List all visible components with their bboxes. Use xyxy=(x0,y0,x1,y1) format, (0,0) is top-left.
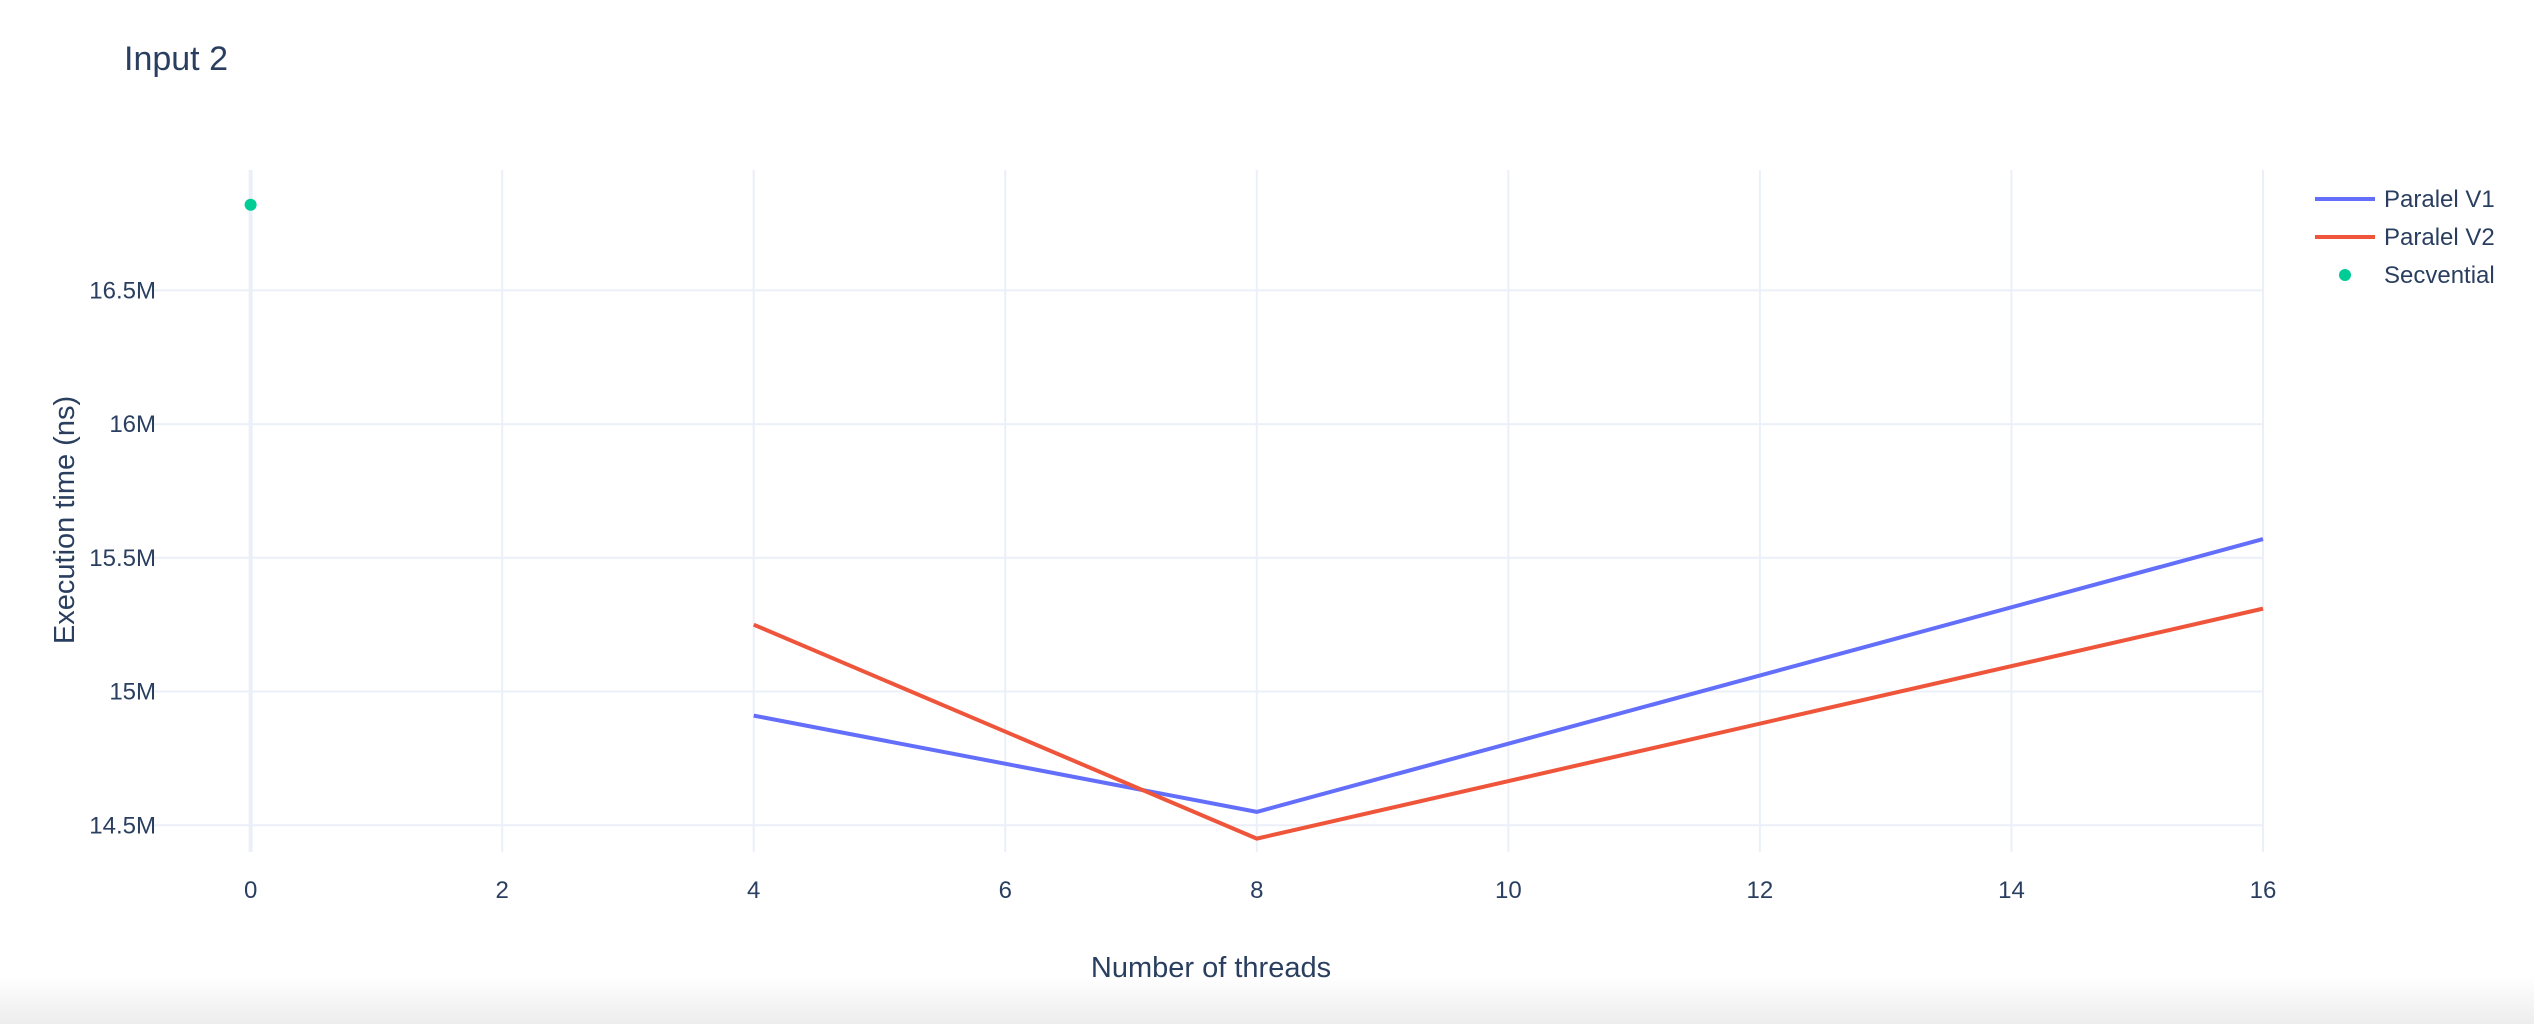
x-tick-label: 0 xyxy=(244,877,257,904)
y-tick-label: 14.5M xyxy=(89,812,156,839)
legend[interactable]: Paralel V1 Paralel V2 Secvential xyxy=(2315,186,2495,289)
y-tick-label: 15.5M xyxy=(89,545,156,572)
y-tick-label: 16.5M xyxy=(89,277,156,304)
y-tick-label: 16M xyxy=(109,411,156,438)
legend-item-paralel-v2[interactable]: Paralel V2 xyxy=(2315,224,2495,251)
series-point-secvential[interactable] xyxy=(244,198,257,211)
y-tick-label: 15M xyxy=(109,679,156,706)
legend-item-paralel-v1[interactable]: Paralel V1 xyxy=(2315,186,2495,213)
x-gridlines xyxy=(248,170,2264,852)
series-line-paralel-v2[interactable] xyxy=(752,606,2264,841)
x-tick-label: 14 xyxy=(1998,877,2025,904)
x-axis-title: Number of threads xyxy=(1091,952,1331,984)
x-tick-label: 2 xyxy=(495,877,508,904)
x-tick-label: 12 xyxy=(1747,877,1774,904)
series-layer xyxy=(244,198,2264,841)
y-tick-labels: 14.5M 15M 15.5M 16M 16.5M xyxy=(89,277,156,839)
x-tick-label: 4 xyxy=(747,877,760,904)
legend-label: Paralel V2 xyxy=(2384,224,2495,251)
chart-title: Input 2 xyxy=(124,40,228,78)
legend-swatch xyxy=(2339,269,2351,281)
legend-label: Secvential xyxy=(2384,262,2495,289)
legend-item-secvential[interactable]: Secvential xyxy=(2339,262,2495,289)
y-gridlines xyxy=(150,289,2263,827)
x-tick-label: 6 xyxy=(999,877,1012,904)
legend-label: Paralel V1 xyxy=(2384,186,2495,213)
x-tick-label: 8 xyxy=(1250,877,1263,904)
y-axis-title: Execution time (ns) xyxy=(49,396,81,644)
series-line-paralel-v1[interactable] xyxy=(753,537,2264,814)
x-tick-label: 10 xyxy=(1495,877,1522,904)
x-tick-label: 16 xyxy=(2250,877,2277,904)
x-tick-labels: 0 2 4 6 8 10 12 14 16 xyxy=(244,877,2276,904)
